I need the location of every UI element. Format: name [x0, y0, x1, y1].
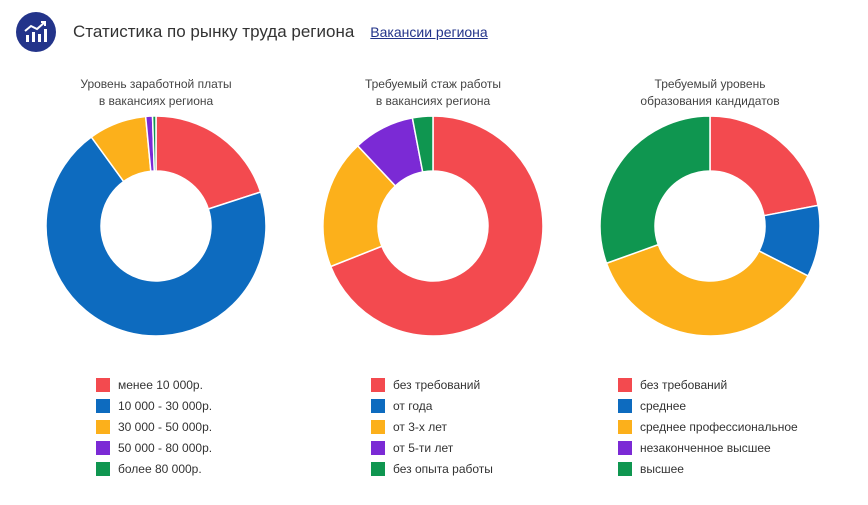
legend-label: высшее [640, 461, 684, 476]
legend-item[interactable]: высшее [618, 458, 798, 479]
legend-item[interactable]: без опыта работы [371, 458, 493, 479]
legend-item[interactable]: 30 000 - 50 000р. [96, 416, 212, 437]
legend-item[interactable]: среднее профессиональное [618, 416, 798, 437]
legend-swatch [96, 377, 110, 392]
legend-item[interactable]: среднее [618, 395, 798, 416]
legend-label: от 5-ти лет [393, 440, 454, 455]
legend-item[interactable]: без требований [618, 374, 798, 395]
legend-label: без требований [640, 377, 728, 392]
legend-item[interactable]: от года [371, 395, 493, 416]
legend-swatch [371, 461, 385, 476]
chart-title: Уровень заработной платы в вакансиях рег… [36, 76, 276, 112]
donut-slice[interactable] [329, 115, 544, 337]
legend-swatch [96, 398, 110, 413]
legend-item[interactable]: без требований [371, 374, 493, 395]
chart-logo-icon [16, 12, 56, 52]
legend-swatch [371, 419, 385, 434]
legend-swatch [96, 461, 110, 476]
legend-item[interactable]: от 3-х лет [371, 416, 493, 437]
chart-title-line: Уровень заработной платы [80, 77, 232, 91]
salary-legend: менее 10 000р. 10 000 - 30 000р. 30 000 - … [96, 374, 212, 479]
experience-donut [322, 115, 544, 337]
page-header: Статистика по рынку труда региона Ваканс… [16, 12, 488, 52]
legend-swatch [96, 440, 110, 455]
legend-swatch [96, 419, 110, 434]
education-chart: Требуемый уровень образования кандидатов [590, 76, 830, 337]
legend-item[interactable]: 10 000 - 30 000р. [96, 395, 212, 416]
legend-item[interactable]: менее 10 000р. [96, 374, 212, 395]
legend-label: незаконченное высшее [640, 440, 771, 455]
chart-title-line: в вакансиях региона [375, 94, 491, 108]
legend-item[interactable]: от 5-ти лет [371, 437, 493, 458]
page-title: Статистика по рынку труда региона [73, 22, 355, 41]
donut-slice[interactable] [155, 115, 262, 210]
experience-legend: без требований от года от 3-х лет от 5-ти л… [371, 374, 493, 479]
donut-slice[interactable] [605, 243, 810, 337]
education-legend: без требований среднее среднее профессиона… [618, 374, 798, 479]
legend-label: 10 000 - 30 000р. [118, 398, 213, 413]
donut-slice[interactable] [599, 115, 711, 265]
salary-chart: Уровень заработной платы в вакансиях рег… [36, 76, 276, 337]
chart-title-line: Требуемый стаж работы [364, 77, 502, 91]
experience-chart: Требуемый стаж работы в вакансиях регион… [313, 76, 553, 337]
legend-label: от года [393, 398, 433, 413]
legend-swatch [618, 461, 632, 476]
legend-swatch [618, 419, 632, 434]
legend-label: более 80 000р. [118, 461, 202, 476]
legend-swatch [371, 440, 385, 455]
donut-slice[interactable] [709, 115, 819, 217]
legend-label: 30 000 - 50 000р. [118, 419, 213, 434]
donut-slice[interactable] [151, 115, 157, 172]
chart-title: Требуемый уровень образования кандидатов [590, 76, 830, 112]
legend-label: менее 10 000р. [118, 377, 203, 392]
education-donut [599, 115, 821, 337]
donut-slice[interactable] [45, 135, 267, 337]
legend-swatch [618, 377, 632, 392]
chart-title-line: образования кандидатов [640, 94, 780, 108]
legend-label: без требований [393, 377, 481, 392]
legend-label: без опыта работы [393, 461, 493, 476]
chart-title-line: в вакансиях региона [98, 94, 214, 108]
legend-swatch [618, 398, 632, 413]
region-vacancies-link[interactable]: Вакансии региона [370, 24, 488, 40]
salary-donut [45, 115, 267, 337]
legend-label: 50 000 - 80 000р. [118, 440, 213, 455]
donut-slice[interactable] [411, 115, 434, 173]
legend-swatch [618, 440, 632, 455]
legend-label: среднее профессиональное [640, 419, 798, 434]
chart-title-line: Требуемый уровень [654, 77, 766, 91]
legend-item[interactable]: 50 000 - 80 000р. [96, 437, 212, 458]
legend-swatch [371, 377, 385, 392]
legend-swatch [371, 398, 385, 413]
chart-title: Требуемый стаж работы в вакансиях регион… [313, 76, 553, 112]
legend-label: от 3-х лет [393, 419, 448, 434]
legend-item[interactable]: незаконченное высшее [618, 437, 798, 458]
donut-slice[interactable] [322, 144, 397, 268]
legend-label: среднее [640, 398, 687, 413]
legend-item[interactable]: более 80 000р. [96, 458, 212, 479]
